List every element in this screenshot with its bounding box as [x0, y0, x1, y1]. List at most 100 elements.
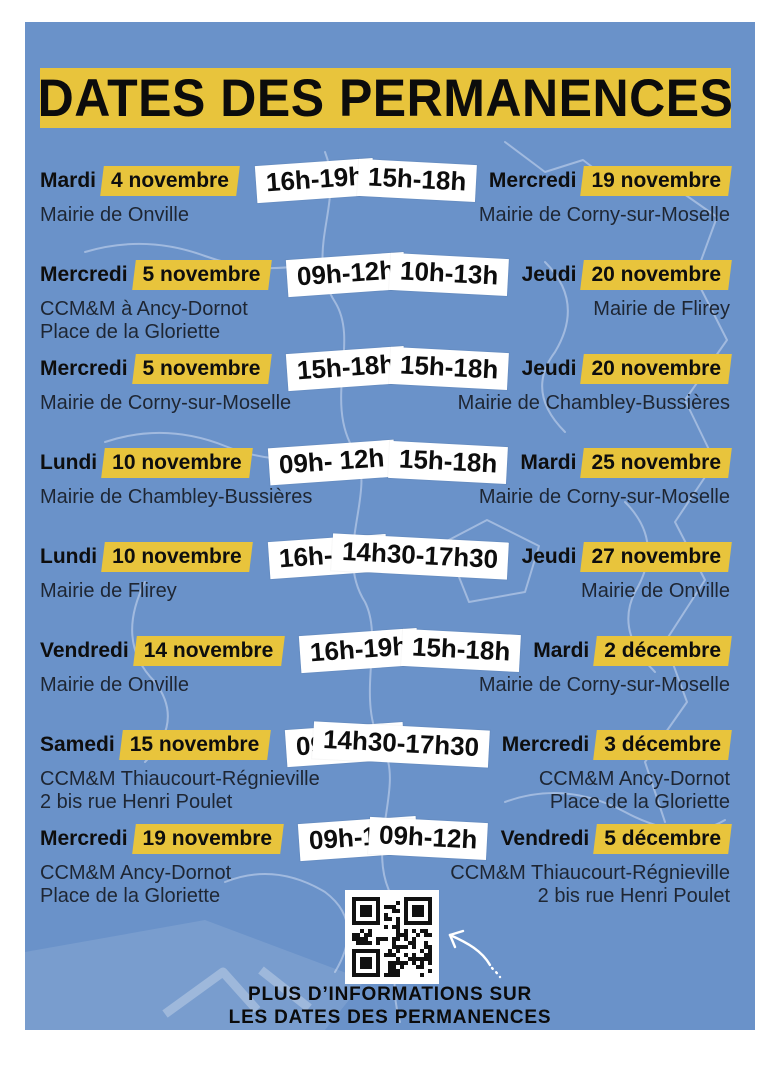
day-label: Mercredi	[488, 168, 577, 192]
entry-locations: Mairie de Chambley-Bussières	[335, 392, 730, 415]
time-chip: 14h30-17h30	[311, 721, 490, 768]
time-chip: 15h-18h	[356, 158, 477, 203]
location-line: Mairie de Onville	[581, 580, 730, 602]
location-line: CCM&M Thiaucourt-Régnieville	[450, 862, 730, 884]
location-line: Mairie de Flirey	[40, 580, 177, 602]
entry-day-date: Mardi 4 novembre	[40, 166, 238, 196]
schedule-entry: 10h-13h Jeudi 20 novembre Mairie de Flir…	[335, 252, 730, 350]
time-chip: 15h-18h	[388, 440, 509, 485]
day-label: Jeudi	[521, 262, 577, 286]
entry-locations: Mairie de Onville	[335, 580, 730, 603]
schedule-entry: 15h-18h Mardi 2 décembre Mairie de Corny…	[335, 628, 730, 726]
location-line: CCM&M Ancy-Dornot	[40, 862, 232, 884]
footer-line2: LES DATES DES PERMANENCES	[228, 1007, 552, 1028]
entry-day-line: 15h-18h Mardi 25 novembre	[335, 440, 730, 485]
location-line: Mairie de Flirey	[593, 298, 730, 320]
date-highlight: 15 novembre	[121, 730, 269, 760]
entry-locations: Mairie de Corny-sur-Moselle	[335, 204, 730, 227]
entry-day-line: Mercredi 19 novembre 09h-12h	[40, 815, 419, 862]
day-label: Mercredi	[40, 262, 128, 286]
entry-day-date: Mardi 2 décembre	[533, 636, 730, 666]
time-chip: 15h-18h	[389, 346, 510, 391]
page-title: DATES DES PERMANENCES	[37, 68, 734, 128]
entry-locations: CCM&M Thiaucourt-Régnieville 2 bis rue He…	[40, 768, 405, 814]
location-line: Mairie de Onville	[40, 204, 189, 226]
schedule-entry: 14h30-17h30 Mercredi 3 décembre CCM&M An…	[311, 721, 730, 820]
date-highlight: 19 novembre	[134, 824, 282, 854]
time-chip: 10h-13h	[389, 252, 510, 297]
entry-day-date: Jeudi 27 novembre	[522, 542, 730, 572]
day-label: Mercredi	[40, 826, 128, 850]
location-line: CCM&M Ancy-Dornot	[538, 768, 730, 790]
day-label: Samedi	[40, 732, 115, 756]
schedule-entry: Lundi 10 novembre 16h-19h Mairie de Flir…	[40, 533, 405, 632]
schedule-entry: Mercredi 5 novembre 09h-12h CCM&M à Ancy…	[40, 251, 407, 350]
day-label: Mardi	[520, 450, 577, 474]
location-line: Mairie de Onville	[40, 674, 189, 696]
entry-locations: Mairie de Flirey	[40, 580, 405, 603]
day-label: Vendredi	[40, 638, 129, 662]
entry-locations: Mairie de Corny-sur-Moselle	[40, 392, 405, 415]
entry-day-line: 15h-18h Mardi 2 décembre	[335, 628, 730, 673]
entry-locations: CCM&M Thiaucourt-Régnieville 2 bis rue He…	[335, 862, 730, 908]
date-highlight: 2 décembre	[595, 636, 730, 666]
location-line: CCM&M à Ancy-Dornot	[40, 298, 248, 320]
entry-day-date: Mardi 25 novembre	[520, 448, 730, 478]
entry-day-line: 09h-12h Vendredi 5 décembre	[335, 816, 730, 861]
day-label: Mardi	[533, 638, 590, 662]
day-label: Lundi	[40, 544, 98, 568]
poster-panel: DATES DES PERMANENCES Mardi 4 novembre 1…	[25, 22, 755, 1030]
day-label: Mercredi	[40, 356, 128, 380]
date-highlight: 10 novembre	[103, 542, 251, 572]
date-highlight: 5 novembre	[134, 260, 270, 290]
day-label: Vendredi	[500, 826, 590, 850]
schedule-entry: 14h30-17h30 Jeudi 27 novembre Mairie de …	[331, 533, 730, 632]
entry-day-line: Vendredi 14 novembre 16h-19h	[40, 627, 420, 674]
entry-locations: Mairie de Onville	[40, 204, 405, 227]
entry-locations: Mairie de Corny-sur-Moselle	[335, 674, 730, 697]
day-label: Mercredi	[501, 732, 590, 756]
entry-day-date: Lundi 10 novembre	[40, 448, 251, 478]
entry-locations: Mairie de Corny-sur-Moselle	[335, 486, 730, 509]
entry-day-line: Mercredi 5 novembre 09h-12h	[40, 251, 407, 298]
schedule-entry: 15h-18h Mercredi 19 novembre Mairie de C…	[335, 158, 730, 256]
entry-day-line: Lundi 10 novembre 09h- 12h	[40, 439, 405, 486]
qr-finder-patterns	[352, 897, 432, 977]
location-line: Place de la Gloriette	[40, 321, 221, 343]
entry-day-line: Mardi 4 novembre 16h-19h	[40, 157, 405, 204]
entry-locations: CCM&M Ancy-Dornot Place de la Gloriette	[40, 862, 405, 908]
location-line: Place de la Gloriette	[549, 791, 730, 813]
date-highlight: 27 novembre	[582, 542, 730, 572]
time-chip: 09h-12h	[368, 816, 489, 861]
day-label: Lundi	[40, 450, 98, 474]
entry-day-line: Mercredi 5 novembre 15h-18h	[40, 345, 407, 392]
entry-day-line: 14h30-17h30 Mercredi 3 décembre	[311, 721, 730, 768]
location-line: Mairie de Chambley-Bussières	[457, 392, 730, 414]
qr-code	[345, 890, 439, 984]
footer-note: PLUS D’INFORMATIONS SUR LES DATES DES PE…	[25, 983, 755, 1029]
location-line: CCM&M Thiaucourt-Régnieville	[40, 768, 320, 790]
entry-day-date: Mercredi 5 novembre	[40, 354, 269, 384]
schedule-entry: Samedi 15 novembre 09h-12h CCM&M Thiauco…	[40, 721, 406, 820]
date-highlight: 4 novembre	[102, 166, 238, 196]
schedule-entry: Lundi 10 novembre 09h- 12h Mairie de Cha…	[40, 439, 405, 538]
schedule-column-right: 15h-18h Mercredi 19 novembre Mairie de C…	[311, 158, 730, 914]
date-highlight: 10 novembre	[103, 448, 251, 478]
entry-day-line: Samedi 15 novembre 09h-12h	[40, 721, 406, 768]
date-highlight: 19 novembre	[582, 166, 730, 196]
entry-locations: CCM&M Ancy-Dornot Place de la Gloriette	[335, 768, 730, 814]
date-highlight: 5 décembre	[595, 824, 730, 854]
entry-day-date: Vendredi 5 décembre	[501, 824, 730, 854]
entry-day-line: Lundi 10 novembre 16h-19h	[40, 533, 405, 580]
location-line: 2 bis rue Henri Poulet	[537, 885, 730, 907]
location-line: Mairie de Chambley-Bussières	[40, 486, 313, 508]
schedule-entry: Mercredi 5 novembre 15h-18h Mairie de Co…	[40, 345, 407, 444]
entry-day-line: 14h30-17h30 Jeudi 27 novembre	[331, 533, 730, 580]
schedule-entry: 15h-18h Mardi 25 novembre Mairie de Corn…	[335, 440, 730, 538]
date-highlight: 3 décembre	[595, 730, 730, 760]
location-line: Mairie de Corny-sur-Moselle	[40, 392, 292, 414]
time-chip: 15h-18h	[401, 628, 522, 673]
entry-locations: CCM&M à Ancy-Dornot Place de la Gloriette	[40, 298, 405, 344]
arrow-icon	[448, 929, 502, 979]
